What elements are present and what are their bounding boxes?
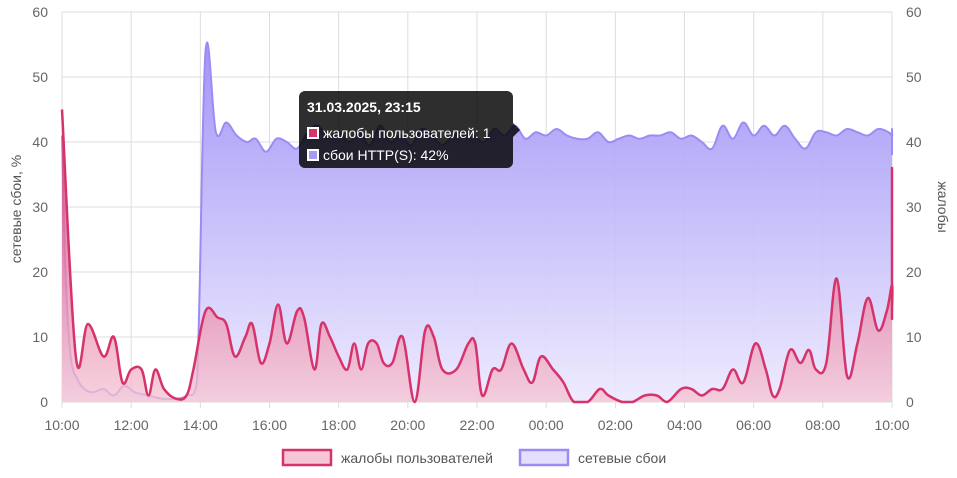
x-tick-label: 10:00 — [874, 417, 909, 433]
chart-tooltip: 31.03.2025, 23:15 жалобы пользователей: … — [299, 91, 520, 168]
y-right-tick-label: 10 — [906, 329, 922, 345]
legend-label-complaints: жалобы пользователей — [341, 450, 493, 466]
tooltip-text-complaints: жалобы пользователей: 1 — [323, 124, 491, 141]
y-right-axis-title: жалобы — [935, 181, 951, 232]
legend-swatch-complaints — [281, 448, 333, 467]
tooltip-text-http: сбои HTTP(S): 42% — [323, 146, 449, 163]
x-tick-label: 04:00 — [667, 417, 702, 433]
x-tick-label: 16:00 — [252, 417, 287, 433]
y-right-tick-label: 40 — [906, 134, 922, 150]
axis-layer: 0 10 20 30 40 50 60 0 10 20 30 40 50 60 10:00 12:00 14:0… — [8, 4, 951, 433]
y-right-tick-label: 20 — [906, 264, 922, 280]
tooltip-title: 31.03.2025, 23:15 — [307, 99, 421, 115]
y-left-tick-label: 40 — [32, 134, 48, 150]
tooltip-swatch-http — [307, 148, 319, 161]
x-tick-label: 18:00 — [321, 417, 356, 433]
x-tick-label: 06:00 — [736, 417, 771, 433]
y-left-tick-label: 10 — [32, 329, 48, 345]
tooltip-row-complaints: жалобы пользователей: 1 — [307, 123, 505, 142]
legend-layer: жалобы пользователей сетевые сбои — [281, 448, 666, 467]
y-right-tick-label: 50 — [906, 69, 922, 85]
x-tick-label: 20:00 — [390, 417, 425, 433]
x-tick-label: 00:00 — [529, 417, 564, 433]
tooltip-swatch-complaints — [307, 126, 319, 139]
x-tick-label: 02:00 — [598, 417, 633, 433]
x-tick-label: 10:00 — [44, 417, 79, 433]
y-right-tick-label: 30 — [906, 199, 922, 215]
y-left-tick-label: 0 — [40, 394, 48, 410]
series-line-complaints — [60, 109, 894, 404]
series-area-network-failures — [62, 42, 893, 402]
y-left-axis-title: сетевые сбои, % — [8, 155, 24, 263]
x-tick-label: 12:00 — [114, 417, 149, 433]
x-tick-label: 22:00 — [459, 417, 494, 433]
y-left-tick-label: 60 — [32, 4, 48, 20]
y-left-tick-label: 30 — [32, 199, 48, 215]
x-tick-label: 08:00 — [805, 417, 840, 433]
y-left-tick-label: 20 — [32, 264, 48, 280]
y-right-tick-label: 0 — [906, 394, 914, 410]
y-left-tick-label: 50 — [32, 69, 48, 85]
series-area-complaints — [62, 109, 893, 402]
legend-label-network-failures: сетевые сбои — [578, 450, 666, 466]
legend-swatch-network-failures — [518, 448, 570, 467]
y-right-tick-label: 60 — [906, 4, 922, 20]
x-tick-label: 14:00 — [183, 417, 218, 433]
tooltip-row-http: сбои HTTP(S): 42% — [307, 145, 505, 164]
